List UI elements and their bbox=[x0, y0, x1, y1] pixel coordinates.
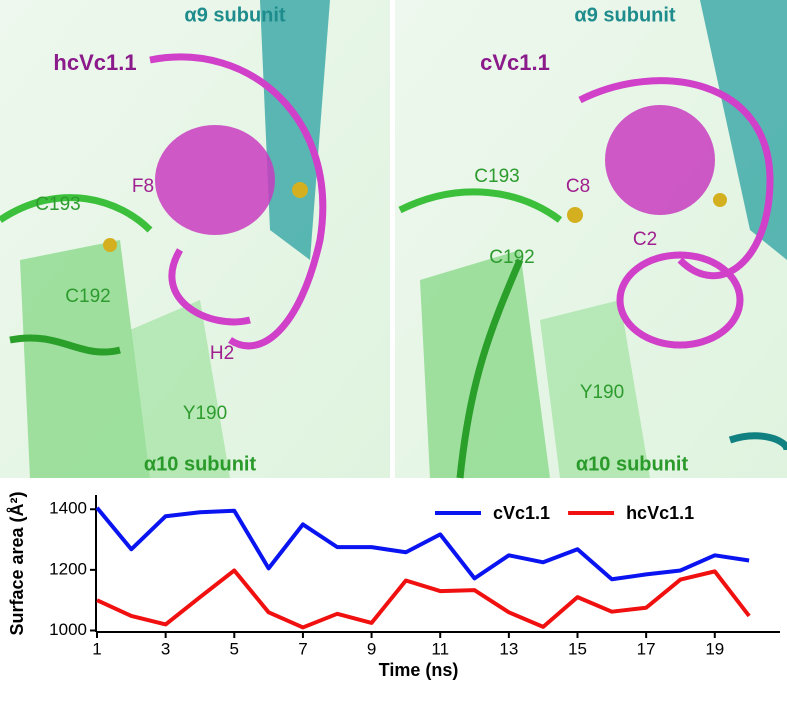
x-tick-label: 15 bbox=[568, 639, 587, 658]
x-tick-label: 11 bbox=[431, 639, 449, 658]
series-line bbox=[95, 506, 750, 582]
residue-label: H2 bbox=[210, 343, 234, 364]
x-tick-label: 1 bbox=[92, 639, 101, 658]
x-tick-label: 5 bbox=[230, 639, 239, 658]
residue-label: F8 bbox=[132, 176, 154, 197]
x-tick-label: 9 bbox=[367, 639, 376, 658]
legend-label: hcVc1.1 bbox=[626, 503, 694, 523]
residue-label: C193 bbox=[35, 194, 80, 215]
y-tick-label: 1000 bbox=[49, 620, 87, 639]
x-tick-label: 3 bbox=[161, 639, 170, 658]
subunit-label: α9 subunit bbox=[184, 4, 286, 26]
residue-label: C2 bbox=[633, 229, 657, 250]
structure-panel: α9 subunit cVc1.1 C193 C8 C2 C192 Y190 α… bbox=[395, 0, 787, 479]
residue-label: Y190 bbox=[580, 382, 624, 403]
residue-label: C193 bbox=[474, 166, 519, 187]
residue-label: C192 bbox=[489, 247, 534, 268]
peptide-label: hcVc1.1 bbox=[53, 50, 136, 75]
y-tick-label: 1200 bbox=[49, 559, 87, 578]
x-tick-label: 13 bbox=[499, 639, 518, 658]
x-tick-label: 19 bbox=[705, 639, 724, 658]
residue-label: C8 bbox=[566, 176, 590, 197]
structure-panel: α9 subunit hcVc1.1 F8 C193 C192 H2 Y190 … bbox=[0, 0, 390, 478]
x-axis-title: Time (ns) bbox=[379, 660, 459, 680]
residue-label: Y190 bbox=[183, 403, 227, 424]
residue-label: C192 bbox=[65, 286, 110, 307]
y-tick-label: 1400 bbox=[49, 499, 87, 518]
subunit-label: α10 subunit bbox=[144, 453, 257, 475]
x-tick-label: 7 bbox=[298, 639, 307, 658]
series-line bbox=[96, 568, 751, 630]
legend-label: cVc1.1 bbox=[493, 503, 550, 523]
subunit-label: α9 subunit bbox=[574, 4, 676, 26]
peptide-label: cVc1.1 bbox=[480, 50, 550, 75]
y-axis-title: Surface area (Å²) bbox=[7, 491, 27, 635]
subunit-label: α10 subunit bbox=[576, 453, 689, 475]
x-tick-label: 17 bbox=[637, 639, 656, 658]
